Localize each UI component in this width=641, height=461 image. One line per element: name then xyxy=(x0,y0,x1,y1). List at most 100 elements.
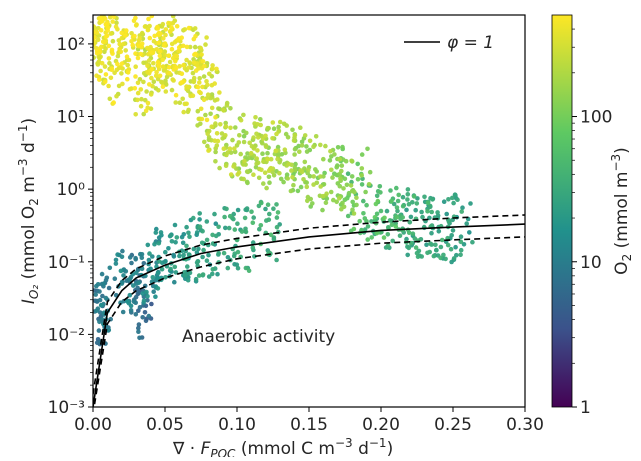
scatter-point xyxy=(223,163,229,168)
scatter-point xyxy=(413,207,419,213)
scatter-point xyxy=(198,45,203,51)
scatter-point xyxy=(152,33,157,39)
scatter-point xyxy=(179,80,184,85)
scatter-point xyxy=(118,300,123,306)
y-tick-label: 10² xyxy=(57,35,85,55)
scatter-point xyxy=(133,51,138,56)
scatter-point xyxy=(394,205,400,210)
cbar-label-unit-a: (mmol m xyxy=(612,172,632,254)
scatter-point xyxy=(242,158,247,164)
scatter-point xyxy=(349,158,354,164)
scatter-point xyxy=(209,138,214,143)
scatter-point xyxy=(174,24,180,29)
scatter-point xyxy=(342,197,348,202)
scatter-point xyxy=(361,211,366,216)
x-tick-label: 0.00 xyxy=(74,415,112,435)
scatter-point xyxy=(291,182,296,188)
scatter-point xyxy=(406,230,412,235)
svg-text:IO₂ (mmol O2 m−3 d−1): IO₂ (mmol O2 m−3 d−1) xyxy=(16,118,41,304)
scatter-point xyxy=(168,266,173,272)
scatter-point xyxy=(339,163,345,168)
scatter-point xyxy=(459,209,465,214)
scatter-point xyxy=(135,90,141,96)
colorbar: 1 10 100 O2 (mmol m−3) xyxy=(551,14,634,418)
scatter-point xyxy=(113,24,119,30)
scatter-point xyxy=(191,75,197,81)
scatter-point xyxy=(425,250,430,256)
scatter-point xyxy=(334,165,340,170)
scatter-point xyxy=(115,252,120,257)
scatter-point xyxy=(132,86,138,91)
scatter-point xyxy=(97,55,102,61)
scatter-point xyxy=(136,325,141,331)
scatter-point xyxy=(406,245,412,251)
scatter-point xyxy=(375,198,381,204)
scatter-point xyxy=(311,182,316,187)
scatter-point xyxy=(207,71,212,77)
scatter-point xyxy=(109,66,114,71)
scatter-point xyxy=(251,135,256,140)
scatter-point xyxy=(323,200,329,205)
scatter-point xyxy=(177,253,182,259)
scatter-point xyxy=(130,42,135,48)
scatter-point xyxy=(158,230,164,235)
scatter-point xyxy=(203,42,208,47)
scatter-point xyxy=(408,214,414,220)
scatter-point xyxy=(250,245,256,251)
scatter-point xyxy=(141,298,147,304)
scatter-point xyxy=(93,292,98,297)
scatter-point xyxy=(351,211,357,216)
scatter-point xyxy=(259,200,264,206)
scatter-point xyxy=(103,72,109,77)
scatter-point xyxy=(154,70,159,75)
scatter-point xyxy=(99,271,105,277)
scatter-point xyxy=(261,181,266,186)
scatter-point xyxy=(155,270,161,276)
scatter-point xyxy=(453,244,458,250)
scatter-point xyxy=(241,139,247,145)
scatter-point xyxy=(396,192,402,198)
scatter-point xyxy=(228,106,233,111)
scatter-point xyxy=(337,196,342,201)
scatter-point xyxy=(206,148,211,153)
scatter-point xyxy=(154,226,159,232)
scatter-point xyxy=(235,265,241,271)
scatter-point xyxy=(108,75,114,81)
scatter-point xyxy=(156,88,161,93)
scatter-point xyxy=(318,174,323,179)
y-label-sub: O₂ xyxy=(27,285,41,299)
scatter-point xyxy=(138,87,144,92)
scatter-point xyxy=(120,81,125,87)
scatter-point xyxy=(344,182,350,188)
scatter-point xyxy=(151,289,156,295)
scatter-point xyxy=(191,79,197,85)
scatter-point xyxy=(93,55,96,60)
scatter-point xyxy=(191,60,197,65)
scatter-point xyxy=(186,230,191,236)
scatter-point xyxy=(302,166,307,171)
scatter-point xyxy=(204,237,210,243)
scatter-point xyxy=(430,197,435,202)
scatter-point xyxy=(169,87,175,93)
scatter-point xyxy=(362,216,368,221)
scatter-point xyxy=(323,143,328,149)
y-tick-label: 10⁰ xyxy=(57,180,86,200)
scatter-point xyxy=(93,35,97,40)
scatter-point xyxy=(97,297,103,303)
scatter-point xyxy=(415,196,420,201)
scatter-point xyxy=(163,89,169,94)
scatter-point xyxy=(241,112,246,118)
scatter-point xyxy=(394,214,400,220)
scatter-point xyxy=(137,335,142,341)
scatter-point xyxy=(191,36,197,42)
scatter-point xyxy=(93,39,96,44)
scatter-point xyxy=(381,235,387,240)
scatter-point xyxy=(150,254,155,259)
scatter-point xyxy=(274,257,279,263)
scatter-point xyxy=(217,90,222,95)
scatter-point xyxy=(397,233,403,238)
scatter-point xyxy=(266,174,272,180)
scatter-point xyxy=(339,206,344,212)
scatter-point xyxy=(100,39,106,45)
scatter-point xyxy=(168,28,173,34)
